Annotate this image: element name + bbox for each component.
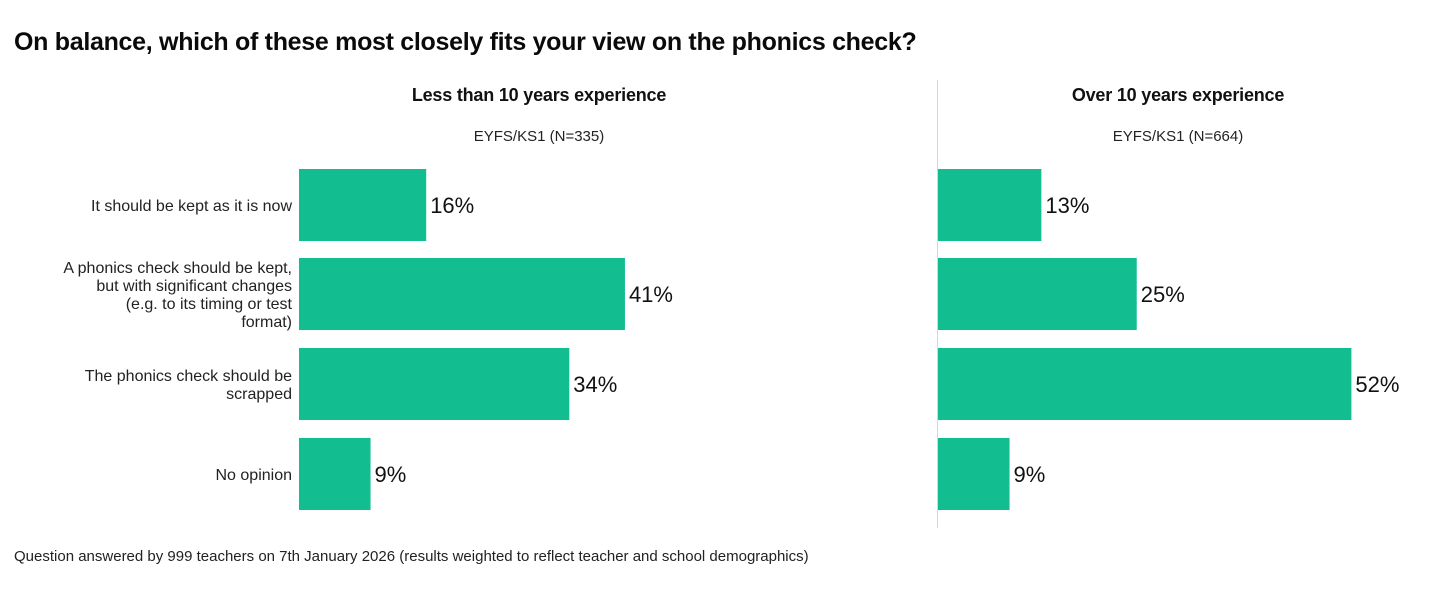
- category-label-line: scrapped: [226, 386, 292, 403]
- category-label-line: It should be kept as it is now: [91, 198, 292, 215]
- bar: [299, 348, 570, 420]
- category-label-line: The phonics check should be: [85, 368, 292, 385]
- bar: [299, 169, 427, 241]
- value-label: 16%: [430, 193, 474, 218]
- category-label: The phonics check should be scrapped: [85, 368, 292, 403]
- category-label-line: A phonics check should be kept,: [63, 260, 292, 277]
- panel-title-less-than-10: Less than 10 years experience: [411, 85, 667, 105]
- bar: [299, 258, 625, 330]
- chart-title: On balance, which of these most closely …: [14, 28, 917, 56]
- bar: [938, 438, 1010, 510]
- value-label: 9%: [375, 462, 407, 487]
- category-label-line: but with significant changes: [96, 278, 292, 295]
- category-label-line: (e.g. to its timing or test: [126, 296, 293, 313]
- category-label-line: format): [241, 314, 292, 331]
- category-label-line: No opinion: [216, 467, 293, 484]
- bar: [299, 438, 371, 510]
- category-label: It should be kept as it is now: [91, 198, 292, 215]
- value-label: 41%: [629, 282, 673, 307]
- value-label: 25%: [1141, 282, 1185, 307]
- value-label: 34%: [573, 372, 617, 397]
- panel-subtitle-over-10: EYFS/KS1 (N=664): [1112, 128, 1244, 145]
- footnote: Question answered by 999 teachers on 7th…: [14, 548, 809, 565]
- category-label: A phonics check should be kept, but with …: [63, 260, 292, 331]
- bar: [938, 169, 1042, 241]
- panel-subtitle-less-than-10: EYFS/KS1 (N=335): [473, 128, 605, 145]
- panel-divider: [937, 80, 938, 528]
- bar: [938, 348, 1352, 420]
- value-label: 9%: [1014, 462, 1046, 487]
- category-label: No opinion: [216, 467, 293, 484]
- value-label: 52%: [1355, 372, 1399, 397]
- bar: [938, 258, 1137, 330]
- panel-title-over-10: Over 10 years experience: [1071, 85, 1285, 105]
- value-label: 13%: [1045, 193, 1089, 218]
